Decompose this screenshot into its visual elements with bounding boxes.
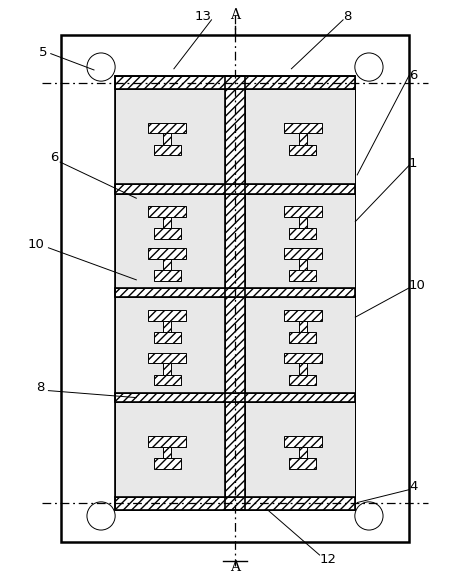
Bar: [115, 297, 225, 393]
Bar: [298, 217, 307, 234]
Bar: [154, 374, 180, 385]
Text: 13: 13: [195, 10, 212, 23]
Bar: [290, 145, 316, 155]
Bar: [284, 311, 321, 321]
Bar: [284, 248, 321, 258]
Bar: [154, 145, 180, 155]
Bar: [149, 311, 186, 321]
Text: A: A: [230, 8, 240, 22]
Bar: [298, 134, 307, 150]
Bar: [115, 393, 355, 402]
Bar: [284, 436, 321, 447]
Bar: [115, 288, 355, 297]
Text: 12: 12: [320, 553, 337, 566]
Bar: [149, 123, 186, 134]
Text: A: A: [230, 560, 240, 574]
Bar: [284, 206, 321, 217]
Text: 4: 4: [409, 480, 417, 493]
Bar: [245, 297, 355, 393]
Bar: [115, 89, 355, 184]
Bar: [149, 206, 186, 217]
Bar: [154, 458, 180, 469]
Bar: [163, 258, 172, 276]
Bar: [163, 321, 172, 338]
Text: 8: 8: [36, 381, 45, 394]
Bar: [149, 353, 186, 363]
Bar: [115, 497, 355, 510]
Bar: [115, 184, 355, 194]
Bar: [290, 270, 316, 280]
Text: 10: 10: [28, 238, 45, 251]
Text: 1: 1: [409, 157, 417, 170]
Bar: [115, 194, 225, 288]
Bar: [290, 229, 316, 239]
Bar: [245, 89, 355, 184]
Bar: [284, 353, 321, 363]
Bar: [61, 35, 409, 542]
Bar: [163, 447, 172, 464]
Bar: [163, 134, 172, 150]
Text: 10: 10: [409, 279, 426, 292]
Bar: [154, 332, 180, 343]
Bar: [115, 393, 355, 402]
Text: 8: 8: [343, 10, 352, 23]
Bar: [115, 76, 355, 89]
Bar: [245, 194, 355, 288]
Bar: [115, 89, 225, 184]
Bar: [298, 363, 307, 380]
Bar: [290, 332, 316, 343]
Bar: [115, 497, 355, 510]
Bar: [115, 76, 355, 510]
Bar: [115, 194, 355, 288]
Bar: [154, 270, 180, 280]
Bar: [290, 374, 316, 385]
Bar: [115, 402, 225, 497]
Bar: [290, 458, 316, 469]
Bar: [298, 321, 307, 338]
Text: 6: 6: [409, 69, 417, 82]
Bar: [115, 288, 355, 297]
Bar: [115, 184, 355, 194]
Bar: [163, 363, 172, 380]
Bar: [149, 248, 186, 258]
Text: 5: 5: [39, 46, 47, 59]
Bar: [225, 76, 245, 510]
Bar: [225, 76, 245, 510]
Text: 6: 6: [50, 151, 59, 164]
Bar: [115, 297, 355, 393]
Bar: [163, 217, 172, 234]
Bar: [115, 402, 355, 497]
Bar: [298, 447, 307, 464]
Bar: [154, 229, 180, 239]
Bar: [149, 436, 186, 447]
Bar: [284, 123, 321, 134]
Bar: [245, 402, 355, 497]
Bar: [115, 76, 355, 89]
Bar: [298, 258, 307, 276]
